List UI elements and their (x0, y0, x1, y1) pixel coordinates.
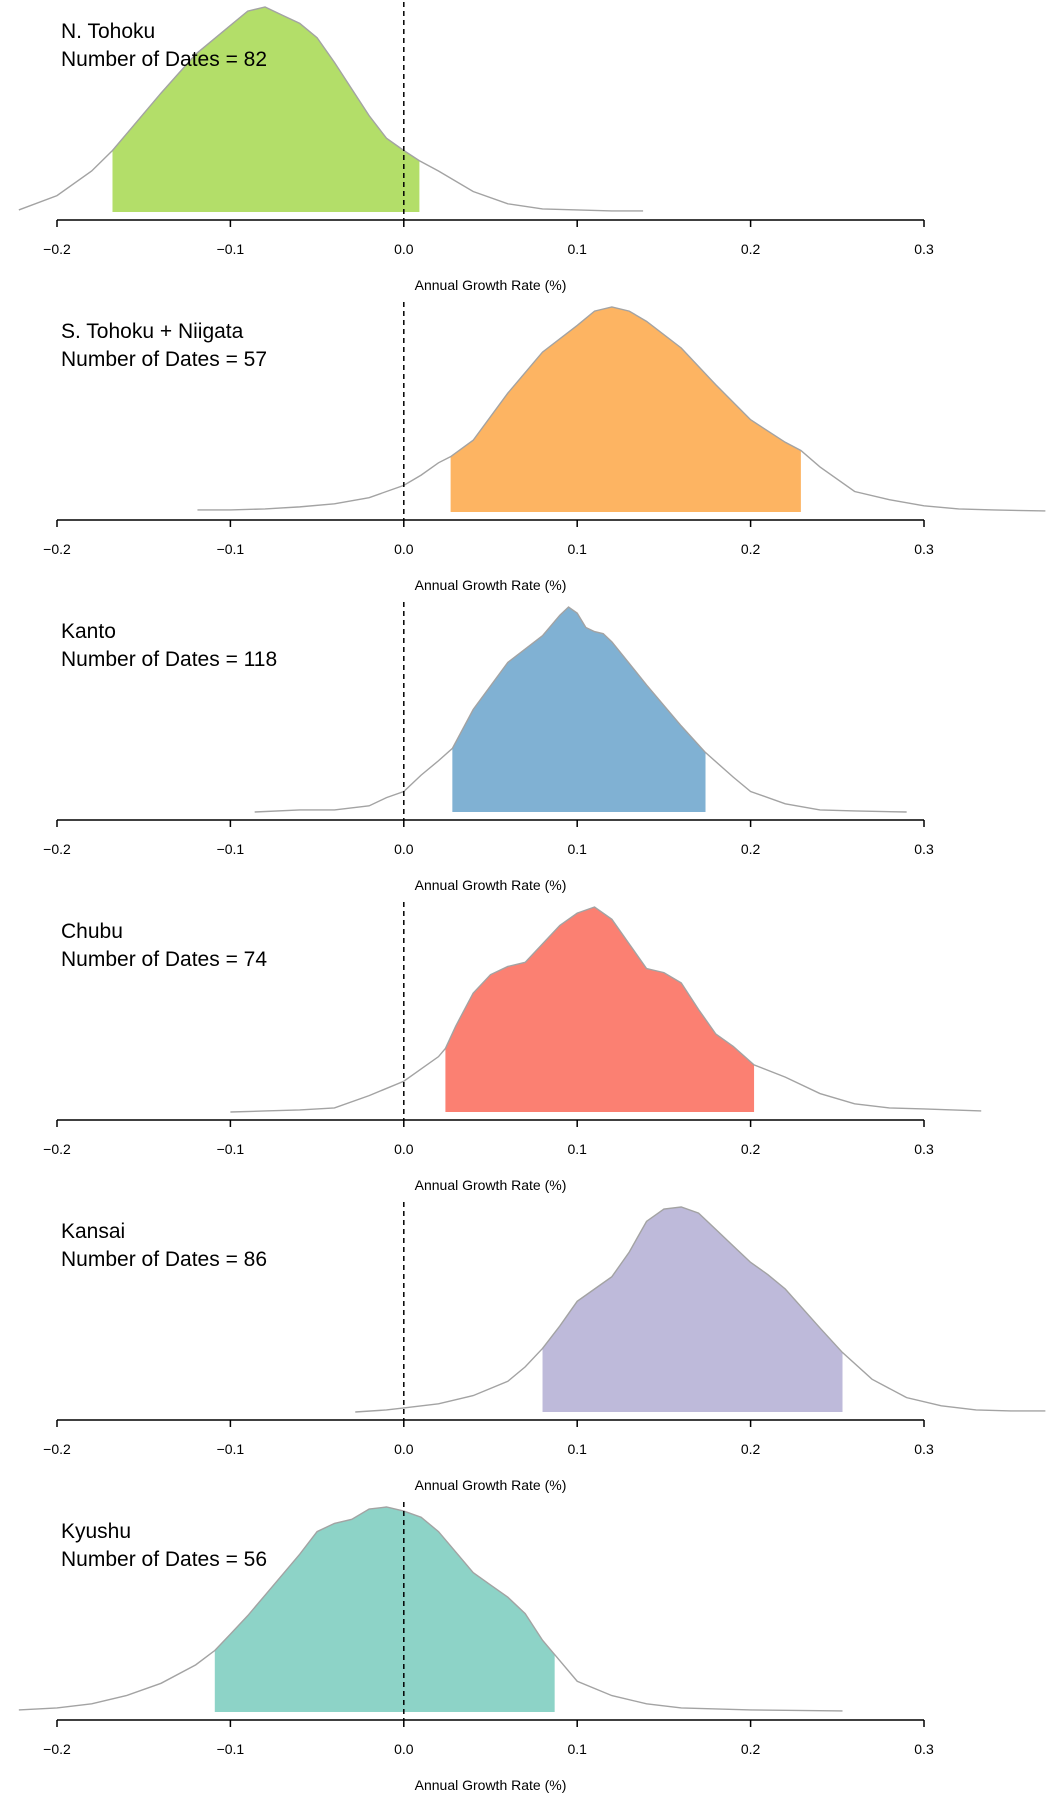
density-curve (230, 906, 982, 1113)
panel-1: −0.2 −0.1 0.0 0.1 0.2 0.3 Annual Growth Rate (… (43, 302, 1046, 593)
x-tick-label: −0.1 (217, 1741, 245, 1757)
x-tick-label: 0.3 (914, 1741, 934, 1757)
panel-title-dates: Number of Dates = 74 (61, 948, 267, 971)
density-interval-fill (214, 1507, 555, 1712)
density-interval-fill (445, 907, 755, 1112)
x-tick-label: 0.2 (741, 1741, 761, 1757)
density-curve (18, 1506, 843, 1712)
panel-title-region: Kyushu (61, 1520, 131, 1543)
panel-title-region: N. Tohoku (61, 20, 155, 43)
x-tick-label: 0.3 (914, 841, 934, 857)
x-tick-label: 0.1 (567, 541, 587, 557)
x-tick-label: −0.2 (43, 1741, 71, 1757)
panel-2: −0.2 −0.1 0.0 0.1 0.2 0.3 Annual Growth Rate (… (43, 602, 934, 893)
x-axis-label: Annual Growth Rate (%) (415, 1177, 567, 1193)
density-interval-fill (542, 1207, 843, 1412)
x-axis-label: Annual Growth Rate (%) (415, 277, 567, 293)
x-tick-label: 0.0 (394, 541, 414, 557)
panel-0: −0.2 −0.1 0.0 0.1 0.2 0.3 Annual Growth Rate (… (18, 2, 934, 293)
panel-title-region: Kansai (61, 1220, 125, 1243)
x-tick-label: 0.1 (567, 1141, 587, 1157)
x-tick-label: 0.2 (741, 841, 761, 857)
x-tick-label: −0.2 (43, 841, 71, 857)
x-axis-label: Annual Growth Rate (%) (415, 1777, 567, 1793)
x-tick-label: 0.0 (394, 1141, 414, 1157)
x-tick-label: 0.2 (741, 241, 761, 257)
x-tick-label: 0.1 (567, 241, 587, 257)
panel-3: −0.2 −0.1 0.0 0.1 0.2 0.3 Annual Growth Rate (… (43, 902, 982, 1193)
x-tick-label: −0.2 (43, 1441, 71, 1457)
x-tick-label: 0.3 (914, 1141, 934, 1157)
x-tick-label: 0.2 (741, 1441, 761, 1457)
panel-title-region: S. Tohoku + Niigata (61, 320, 244, 343)
x-tick-label: 0.3 (914, 241, 934, 257)
panel-4: −0.2 −0.1 0.0 0.1 0.2 0.3 Annual Growth Rate (… (43, 1202, 1046, 1493)
x-tick-label: −0.2 (43, 1141, 71, 1157)
x-tick-label: −0.1 (217, 1441, 245, 1457)
x-tick-label: −0.1 (217, 541, 245, 557)
x-tick-label: 0.3 (914, 1441, 934, 1457)
x-tick-label: −0.1 (217, 1141, 245, 1157)
x-tick-label: 0.3 (914, 541, 934, 557)
panel-title-dates: Number of Dates = 86 (61, 1248, 267, 1271)
density-interval-fill (112, 7, 420, 212)
x-tick-label: 0.0 (394, 1441, 414, 1457)
x-tick-label: 0.2 (741, 1141, 761, 1157)
x-tick-label: 0.0 (394, 1741, 414, 1757)
density-curve (254, 606, 907, 813)
panel-5: −0.2 −0.1 0.0 0.1 0.2 0.3 Annual Growth Rate (… (18, 1502, 934, 1793)
x-axis-label: Annual Growth Rate (%) (415, 577, 567, 593)
x-tick-label: 0.1 (567, 841, 587, 857)
density-interval-fill (452, 607, 706, 812)
panel-title-region: Chubu (61, 920, 123, 943)
panel-title-dates: Number of Dates = 118 (61, 648, 277, 671)
x-tick-label: 0.2 (741, 541, 761, 557)
x-tick-label: 0.0 (394, 841, 414, 857)
panel-title-region: Kanto (61, 620, 116, 643)
density-curve (197, 306, 1046, 512)
density-interval-fill (450, 307, 801, 512)
panel-title-dates: Number of Dates = 56 (61, 1548, 267, 1571)
x-tick-label: −0.2 (43, 541, 71, 557)
panel-title-dates: Number of Dates = 82 (61, 48, 267, 71)
density-curve (355, 1206, 1046, 1413)
density-curve (18, 6, 644, 212)
x-tick-label: 0.1 (567, 1741, 587, 1757)
x-axis-label: Annual Growth Rate (%) (415, 1477, 567, 1493)
panel-title-dates: Number of Dates = 57 (61, 348, 267, 371)
x-tick-label: −0.1 (217, 841, 245, 857)
x-axis-label: Annual Growth Rate (%) (415, 877, 567, 893)
x-tick-label: 0.1 (567, 1441, 587, 1457)
x-tick-label: −0.1 (217, 241, 245, 257)
x-tick-label: 0.0 (394, 241, 414, 257)
x-tick-label: −0.2 (43, 241, 71, 257)
